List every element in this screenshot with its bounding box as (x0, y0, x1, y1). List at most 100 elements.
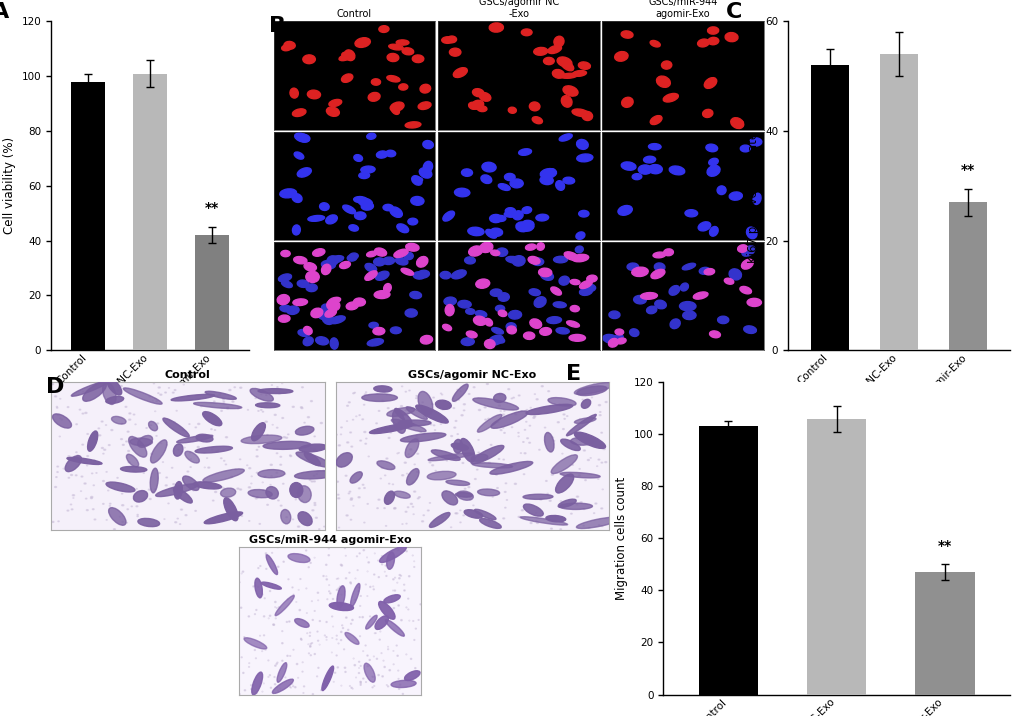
Ellipse shape (572, 254, 588, 262)
Ellipse shape (122, 521, 123, 522)
Ellipse shape (417, 498, 419, 499)
Ellipse shape (176, 435, 213, 443)
Ellipse shape (413, 684, 414, 685)
Ellipse shape (313, 481, 315, 482)
Ellipse shape (443, 297, 455, 305)
Ellipse shape (265, 421, 267, 422)
Ellipse shape (572, 109, 588, 117)
Ellipse shape (497, 293, 508, 301)
Ellipse shape (230, 476, 232, 478)
Ellipse shape (256, 609, 257, 611)
Ellipse shape (503, 432, 504, 433)
Ellipse shape (72, 495, 74, 496)
Y-axis label: DAPI: DAPI (259, 174, 269, 198)
Ellipse shape (93, 509, 94, 510)
Ellipse shape (373, 589, 374, 590)
Ellipse shape (340, 639, 341, 641)
Ellipse shape (258, 470, 284, 478)
Ellipse shape (328, 297, 340, 304)
Ellipse shape (578, 427, 580, 428)
Ellipse shape (277, 500, 279, 501)
Ellipse shape (419, 168, 431, 178)
Bar (914, 572, 974, 695)
Ellipse shape (420, 336, 432, 344)
Ellipse shape (548, 500, 550, 501)
Ellipse shape (429, 513, 449, 528)
Ellipse shape (113, 528, 115, 530)
Ellipse shape (359, 173, 369, 178)
Ellipse shape (265, 492, 267, 493)
Ellipse shape (120, 385, 122, 387)
Ellipse shape (391, 420, 426, 432)
Ellipse shape (662, 94, 678, 102)
Ellipse shape (643, 156, 655, 163)
Ellipse shape (231, 401, 233, 402)
Ellipse shape (400, 405, 403, 407)
Ellipse shape (279, 189, 297, 198)
Ellipse shape (304, 686, 305, 687)
Ellipse shape (106, 482, 135, 492)
Ellipse shape (151, 453, 153, 455)
Ellipse shape (528, 256, 539, 264)
Ellipse shape (586, 275, 596, 282)
Ellipse shape (512, 256, 525, 266)
Ellipse shape (350, 499, 352, 500)
Ellipse shape (269, 615, 270, 616)
Ellipse shape (108, 508, 126, 526)
Ellipse shape (532, 117, 542, 124)
Ellipse shape (723, 279, 733, 284)
Ellipse shape (196, 434, 213, 442)
Ellipse shape (452, 448, 454, 449)
Ellipse shape (252, 672, 262, 695)
Ellipse shape (107, 379, 121, 395)
Ellipse shape (313, 248, 325, 256)
Ellipse shape (256, 456, 258, 457)
Ellipse shape (497, 310, 506, 316)
Ellipse shape (541, 386, 543, 387)
Ellipse shape (104, 449, 106, 450)
Ellipse shape (163, 418, 190, 437)
Ellipse shape (174, 482, 182, 499)
Ellipse shape (552, 69, 564, 78)
Ellipse shape (481, 175, 491, 183)
Ellipse shape (354, 197, 367, 203)
Ellipse shape (450, 443, 468, 450)
Ellipse shape (507, 389, 510, 390)
Ellipse shape (373, 327, 384, 335)
Ellipse shape (489, 461, 532, 474)
Ellipse shape (337, 667, 338, 668)
Ellipse shape (599, 445, 600, 446)
Ellipse shape (449, 406, 450, 407)
Ellipse shape (172, 392, 174, 393)
Ellipse shape (223, 498, 237, 521)
Title: GSCs/agomir NC
-Exo: GSCs/agomir NC -Exo (478, 0, 558, 19)
Ellipse shape (367, 655, 368, 656)
Ellipse shape (291, 193, 302, 203)
Ellipse shape (431, 450, 460, 460)
Ellipse shape (381, 400, 383, 401)
Ellipse shape (484, 419, 486, 420)
Ellipse shape (83, 382, 106, 401)
Ellipse shape (317, 592, 318, 594)
Ellipse shape (400, 619, 401, 621)
Ellipse shape (496, 248, 507, 256)
Ellipse shape (504, 208, 515, 215)
Ellipse shape (553, 37, 564, 47)
Ellipse shape (340, 565, 342, 566)
Ellipse shape (526, 405, 572, 415)
Ellipse shape (304, 453, 320, 465)
Ellipse shape (457, 491, 473, 500)
Ellipse shape (654, 263, 664, 271)
Ellipse shape (703, 77, 716, 88)
Ellipse shape (539, 499, 541, 500)
Ellipse shape (294, 133, 309, 142)
Ellipse shape (741, 246, 754, 256)
Ellipse shape (547, 45, 561, 54)
Ellipse shape (292, 406, 294, 407)
Ellipse shape (708, 158, 717, 165)
Ellipse shape (515, 414, 517, 415)
Ellipse shape (551, 474, 552, 475)
Ellipse shape (514, 464, 516, 465)
Ellipse shape (338, 445, 340, 446)
Ellipse shape (717, 316, 729, 324)
